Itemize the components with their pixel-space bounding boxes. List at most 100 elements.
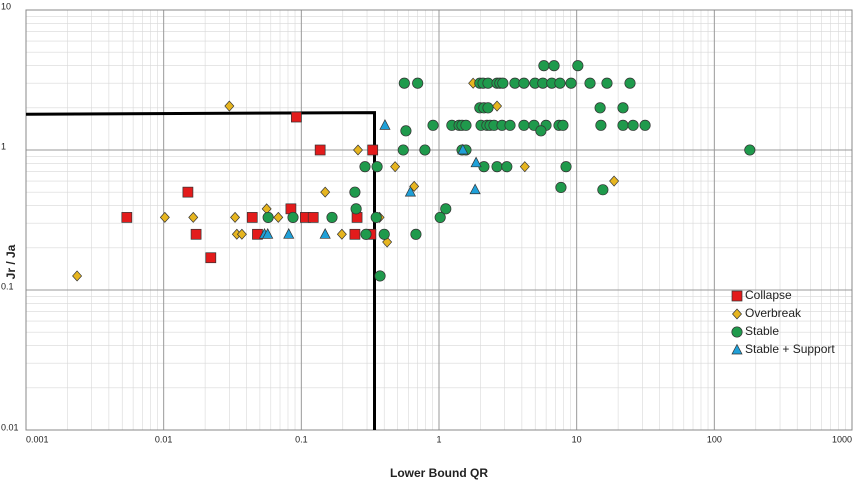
x-tick-label: 0.001 — [26, 434, 49, 444]
triangle-marker — [319, 228, 331, 239]
circle-marker — [557, 119, 569, 131]
x-axis-label: Lower Bound QR — [390, 466, 488, 480]
circle-marker — [460, 119, 472, 131]
square-marker — [121, 212, 133, 223]
triangle-marker — [470, 156, 482, 168]
circle-marker — [398, 77, 410, 89]
circle-marker — [555, 181, 567, 194]
diamond-marker — [409, 180, 420, 192]
diamond-marker — [336, 228, 347, 240]
x-tick-label: 100 — [707, 434, 722, 444]
circle-marker — [518, 77, 530, 89]
circle-marker — [359, 161, 371, 173]
circle-marker — [491, 161, 503, 173]
diamond-marker — [732, 308, 742, 320]
diamond-marker — [320, 186, 331, 198]
square-marker — [290, 111, 302, 123]
triangle-marker — [379, 119, 391, 130]
square-marker — [349, 228, 361, 240]
circle-marker — [595, 119, 607, 131]
square-marker — [205, 252, 217, 264]
circle-marker — [554, 77, 566, 89]
triangle-marker — [469, 183, 481, 195]
legend-label: Overbreak — [745, 306, 802, 320]
circle-marker — [350, 203, 362, 215]
circle-marker — [371, 161, 383, 173]
circle-marker — [572, 60, 584, 72]
legend-label: Stable + Support — [745, 342, 835, 356]
legend-label: Collapse — [745, 288, 792, 302]
square-marker — [731, 290, 743, 302]
triangle-marker — [457, 143, 469, 155]
diamond-marker — [519, 161, 530, 173]
diamond-marker — [273, 211, 284, 223]
circle-marker — [518, 119, 530, 131]
diamond-marker — [72, 270, 83, 282]
y-tick-label: 0.1 — [1, 281, 14, 291]
square-marker — [314, 144, 326, 156]
x-tick-label: 1 — [436, 434, 441, 444]
diamond-marker — [390, 161, 401, 173]
circle-marker — [326, 211, 338, 223]
triangle-marker — [262, 228, 274, 239]
x-tick-label: 0.01 — [155, 434, 173, 444]
circle-marker — [370, 211, 382, 223]
circle-marker — [744, 144, 756, 156]
circle-marker — [597, 184, 609, 196]
circle-marker — [624, 77, 636, 89]
circle-marker — [565, 77, 577, 89]
circle-marker — [538, 60, 550, 72]
x-tick-label: 0.1 — [295, 434, 308, 444]
circle-marker — [378, 228, 390, 240]
square-marker — [367, 144, 379, 156]
square-marker — [182, 186, 194, 198]
plot-frame — [25, 9, 853, 431]
circle-marker — [360, 228, 372, 240]
circle-marker — [548, 60, 560, 72]
y-tick-label: 1 — [1, 141, 6, 151]
y-tick-label: 0.01 — [1, 422, 19, 432]
circle-marker — [639, 119, 651, 131]
x-tick-label: 1000 — [832, 434, 852, 444]
boundary-line — [25, 111, 376, 430]
circle-marker — [497, 77, 509, 89]
diamond-marker — [492, 100, 503, 112]
diamond-marker — [609, 175, 620, 187]
circle-marker — [501, 161, 513, 173]
square-marker — [190, 228, 202, 240]
circle-marker — [535, 125, 547, 137]
y-tick-label: 10 — [1, 1, 11, 11]
circle-marker — [412, 77, 424, 89]
circle-marker — [434, 211, 446, 223]
circle-marker — [560, 161, 572, 173]
diamond-marker — [236, 228, 247, 240]
legend-label: Stable — [745, 324, 779, 338]
circle-marker — [594, 102, 606, 114]
circle-marker — [440, 203, 452, 215]
circle-marker — [731, 326, 743, 338]
circle-marker — [601, 77, 613, 89]
circle-marker — [410, 228, 422, 240]
circle-marker — [617, 119, 629, 131]
diamond-marker — [159, 211, 170, 223]
diamond-marker — [188, 211, 199, 223]
y-axis-label: Jr / Ja — [4, 244, 18, 279]
square-marker — [246, 212, 258, 223]
circle-marker — [627, 119, 639, 131]
circle-marker — [400, 125, 412, 137]
square-marker — [307, 212, 319, 223]
circle-marker — [419, 144, 431, 156]
circle-marker — [262, 211, 274, 223]
circle-marker — [397, 144, 409, 156]
diamond-marker — [224, 100, 235, 112]
circle-marker — [584, 77, 596, 89]
diamond-marker — [230, 211, 241, 223]
x-tick-label: 10 — [572, 434, 582, 444]
circle-marker — [504, 119, 516, 131]
diamond-marker — [353, 144, 363, 156]
triangle-marker — [404, 185, 416, 197]
circle-marker — [427, 119, 439, 131]
triangle-marker — [283, 228, 295, 239]
circle-marker — [374, 270, 386, 282]
